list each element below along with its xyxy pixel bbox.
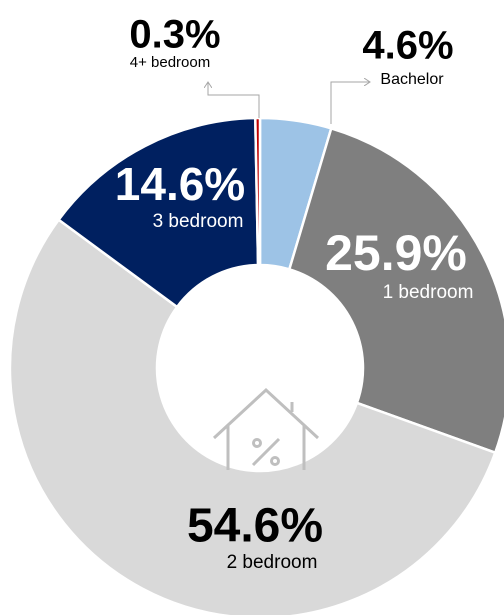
value-label: 4.6%	[362, 24, 453, 68]
labels: 4.6% Bachelor 25.9%1 bedroom 54.6%2 bedroom…	[115, 13, 474, 573]
value-label: 25.9%	[325, 225, 467, 281]
category-label: 4+ bedroom	[130, 54, 210, 71]
slice	[254, 116, 262, 267]
category-label: 1 bedroom	[383, 282, 474, 303]
category-label: 3 bedroom	[153, 211, 244, 232]
category-label: 2 bedroom	[227, 552, 318, 573]
slices	[8, 116, 504, 615]
house-icon	[212, 387, 320, 470]
slice	[56, 116, 260, 309]
value-label: 14.6%	[115, 158, 245, 210]
category-label: Bachelor	[380, 71, 444, 88]
leader-line	[330, 82, 370, 124]
leader-line	[208, 82, 260, 118]
slice	[287, 126, 504, 455]
slice	[8, 218, 497, 615]
value-label: 0.3%	[129, 13, 220, 57]
value-label: 54.6%	[187, 500, 323, 553]
